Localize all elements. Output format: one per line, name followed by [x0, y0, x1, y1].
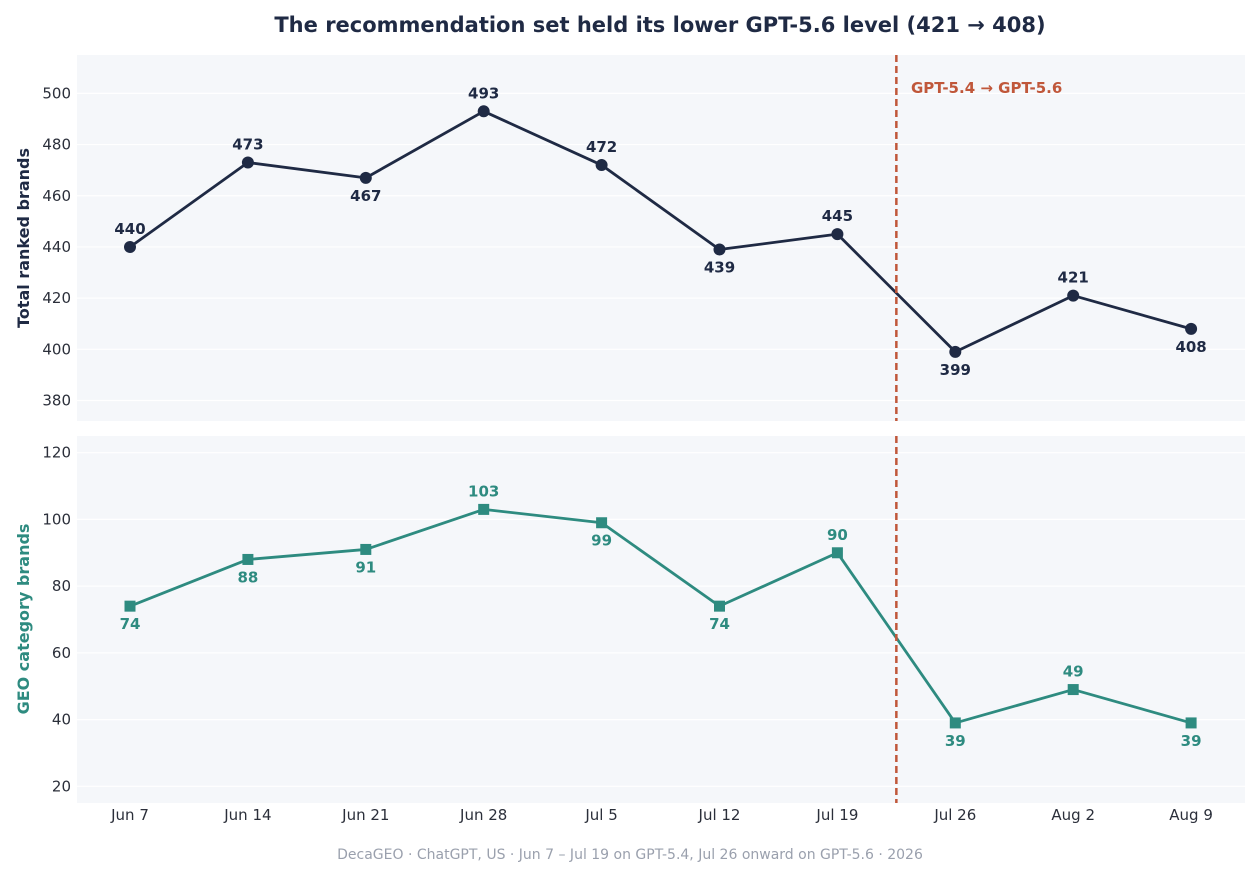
data-label: 99: [591, 532, 612, 550]
data-point: [596, 517, 608, 529]
bottom-gridlines: [77, 452, 1245, 787]
x-tick-label: Aug 9: [1169, 806, 1213, 824]
data-label: 90: [827, 526, 848, 544]
data-point: [831, 228, 844, 241]
data-point: [1185, 717, 1197, 729]
data-point: [124, 600, 136, 612]
data-point: [595, 159, 608, 172]
data-point: [1067, 684, 1079, 696]
x-tick-label: Jul 26: [933, 806, 976, 824]
data-point: [949, 345, 962, 358]
y-tick-label: 480: [42, 136, 71, 154]
model-switch-annotation: GPT-5.4 → GPT-5.6: [911, 79, 1062, 97]
data-point: [1067, 289, 1080, 302]
data-label: 74: [120, 615, 141, 633]
data-point: [124, 240, 136, 253]
data-label: 467: [350, 187, 381, 205]
data-label: 445: [822, 207, 853, 225]
data-point: [477, 105, 490, 118]
y-tick-label: 120: [42, 444, 71, 462]
series-line: [129, 109, 1192, 354]
y-tick-label: 20: [52, 777, 71, 795]
data-label: 39: [1181, 732, 1202, 750]
bottom-panel: 20 40 60 80 100 120 GEO category brands 74 88 9…: [14, 436, 1245, 803]
x-tick-label: Jun 14: [223, 806, 271, 824]
top-panel: 380 400 420 440 460 480 500 Total ranked brand…: [14, 55, 1245, 421]
y-tick-label: 80: [52, 577, 71, 595]
data-label: 408: [1175, 338, 1206, 356]
data-point: [831, 547, 843, 559]
x-tick-label: Jul 19: [815, 806, 858, 824]
x-tick-label: Jul 5: [584, 806, 617, 824]
data-point: [713, 243, 726, 256]
data-label: 39: [945, 732, 966, 750]
y-tick-label: 100: [42, 510, 71, 528]
top-gridlines: [77, 92, 1245, 402]
data-label: 472: [586, 138, 617, 156]
bottom-series: 74 88 91 103 99 74 90 39 49 39: [120, 482, 1202, 750]
top-panel-background: [77, 55, 1245, 421]
data-label: 440: [114, 220, 145, 238]
data-point: [359, 171, 372, 184]
data-label: 91: [355, 558, 376, 576]
y-tick-label: 60: [52, 644, 71, 662]
data-label: 103: [468, 482, 499, 500]
x-tick-label: Aug 2: [1051, 806, 1095, 824]
data-label: 88: [237, 568, 258, 586]
data-label: 49: [1063, 663, 1084, 681]
data-point: [360, 543, 372, 555]
bottom-panel-background: [77, 436, 1245, 803]
y-tick-label: 500: [42, 84, 71, 102]
data-point: [949, 717, 961, 729]
y-tick-label: 420: [42, 289, 71, 307]
y-tick-label: 460: [42, 187, 71, 205]
data-label: 421: [1058, 269, 1089, 287]
x-tick-label: Jul 12: [698, 806, 741, 824]
top-y-axis-label: Total ranked brands: [14, 148, 33, 328]
x-tick-label: Jun 21: [341, 806, 389, 824]
y-tick-label: 380: [42, 392, 71, 410]
data-label: 473: [232, 135, 263, 153]
bottom-y-ticks: 20 40 60 80 100 120: [42, 444, 71, 796]
data-point: [241, 156, 254, 169]
chart-title: The recommendation set held its lower GP…: [274, 13, 1045, 37]
x-tick-label: Jun 28: [459, 806, 507, 824]
data-point: [478, 503, 490, 515]
y-tick-label: 40: [52, 711, 71, 729]
data-label: 439: [704, 259, 735, 277]
data-point: [242, 553, 254, 565]
top-series: 440 473 467 493 472 439 445 399 421 408: [114, 84, 1206, 379]
x-tick-label: Jun 7: [110, 806, 149, 824]
footer-note: DecaGEO · ChatGPT, US · Jun 7 – Jul 19 o…: [337, 847, 923, 863]
data-point: [1185, 322, 1198, 335]
y-tick-label: 440: [42, 238, 71, 256]
series-line: [129, 507, 1192, 725]
x-axis-ticks: Jun 7 Jun 14 Jun 21 Jun 28 Jul 5 Jul 12 Jul 19…: [110, 806, 1213, 824]
top-y-ticks: 380 400 420 440 460 480 500: [42, 84, 71, 409]
data-point: [714, 600, 725, 612]
data-label: 493: [468, 84, 499, 102]
bottom-y-axis-label: GEO category brands: [14, 524, 33, 715]
data-label: 399: [940, 361, 971, 379]
data-label: 74: [709, 615, 730, 633]
y-tick-label: 400: [42, 340, 71, 358]
